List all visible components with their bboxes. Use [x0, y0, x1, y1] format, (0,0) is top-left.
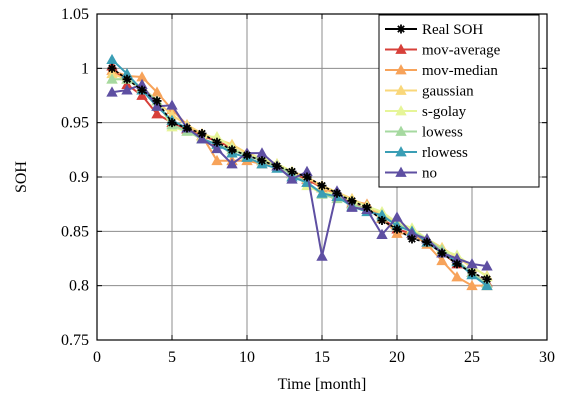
y-tick-label: 0.9	[69, 169, 89, 186]
series-layer	[106, 53, 493, 291]
legend-item-real-soh: Real SOH	[385, 22, 483, 38]
y-tick-label: 1.05	[61, 6, 89, 23]
legend-label: no	[422, 166, 437, 182]
point-real-soh	[197, 129, 207, 139]
point-real-soh	[182, 123, 192, 133]
legend-item-s-golay: s-golay	[385, 104, 467, 120]
y-tick-label: 0.8	[69, 278, 89, 295]
point-lowess	[106, 73, 118, 84]
legend-label: mov-average	[422, 43, 501, 59]
point-no	[286, 173, 298, 184]
legend-label: lowess	[422, 125, 463, 141]
point-real-soh	[242, 150, 252, 160]
point-real-soh	[167, 118, 177, 128]
point-real-soh	[377, 215, 387, 225]
point-mov-median	[451, 271, 463, 282]
point-rlowess	[316, 187, 328, 198]
legend-label: Real SOH	[422, 22, 483, 38]
point-no	[166, 99, 178, 110]
y-tick-label: 0.95	[61, 115, 89, 132]
legend-label: mov-median	[422, 63, 498, 79]
point-no	[106, 86, 118, 97]
legend-label: s-golay	[422, 104, 467, 120]
legend-swatch-marker	[395, 84, 407, 95]
x-tick-label: 10	[239, 349, 255, 366]
point-real-soh	[347, 196, 357, 206]
legend-swatch-marker	[395, 125, 407, 136]
legend-item-mov-average: mov-average	[385, 43, 501, 59]
point-real-soh	[227, 145, 237, 155]
point-no	[226, 158, 238, 169]
point-real-soh	[137, 85, 147, 95]
legend-swatch-marker	[395, 166, 407, 177]
point-real-soh	[122, 74, 132, 84]
point-mov-median	[436, 254, 448, 266]
x-tick-label: 20	[389, 349, 405, 366]
legend-item-no: no	[385, 166, 437, 182]
point-real-soh	[272, 161, 282, 171]
point-no	[211, 142, 223, 154]
legend-swatch-marker	[395, 43, 407, 54]
point-no	[196, 133, 208, 144]
point-real-soh	[437, 248, 447, 258]
point-rlowess	[481, 279, 493, 291]
point-real-soh	[407, 234, 417, 244]
point-real-soh	[152, 96, 162, 106]
y-axis-label: SOH	[13, 161, 30, 193]
point-real-soh	[257, 156, 267, 166]
y-tick-label: 0.85	[61, 223, 89, 240]
point-mov-average	[136, 89, 148, 100]
x-tick-label: 0	[93, 349, 101, 366]
x-tick-label: 5	[168, 349, 176, 366]
point-real-soh	[422, 237, 432, 247]
legend-item-lowess: lowess	[385, 125, 463, 141]
legend-label: gaussian	[422, 84, 474, 100]
legend-swatch-marker	[395, 105, 407, 116]
point-mov-average	[151, 108, 163, 119]
point-real-soh	[452, 259, 462, 269]
x-tick-label: 25	[464, 349, 480, 366]
point-real-soh	[392, 224, 402, 234]
point-real-soh	[317, 181, 327, 191]
legend-item-rlowess: rlowess	[385, 145, 468, 161]
point-real-soh	[482, 274, 492, 284]
point-mov-median	[466, 279, 478, 291]
point-real-soh	[467, 268, 477, 278]
x-tick-label: 15	[314, 349, 330, 366]
x-tick-label: 30	[539, 349, 555, 366]
point-no	[466, 258, 478, 269]
point-no	[376, 228, 388, 239]
point-rlowess	[106, 53, 118, 65]
legend: Real SOH mov-average mov-median gaussian s-g…	[378, 14, 540, 188]
x-axis-label: Time [month]	[278, 376, 367, 393]
point-no	[316, 250, 328, 261]
legend-item-gaussian: gaussian	[385, 84, 474, 100]
legend-label: rlowess	[422, 145, 468, 161]
point-real-soh	[362, 202, 372, 212]
point-real-soh	[107, 63, 117, 73]
legend-box	[378, 14, 540, 188]
point-no	[481, 260, 493, 271]
legend-swatch-marker	[396, 24, 406, 34]
series-real-soh	[107, 63, 492, 284]
point-no	[391, 211, 403, 222]
point-mov-median	[211, 154, 223, 166]
tick-layer: 0 5 10 15 20 25 30 0.75 0.8 0.85 0.9 0.95 1 1.05	[61, 6, 555, 366]
legend-swatch-marker	[395, 64, 407, 75]
y-tick-label: 0.75	[61, 332, 89, 349]
point-no	[121, 84, 133, 95]
point-real-soh	[287, 167, 297, 177]
point-no	[346, 201, 358, 212]
legend-item-mov-median: mov-median	[385, 63, 498, 79]
y-tick-label: 1	[81, 60, 89, 77]
point-real-soh	[332, 188, 342, 198]
point-real-soh	[212, 137, 222, 147]
point-real-soh	[302, 172, 312, 182]
legend-swatch-marker	[395, 146, 407, 157]
